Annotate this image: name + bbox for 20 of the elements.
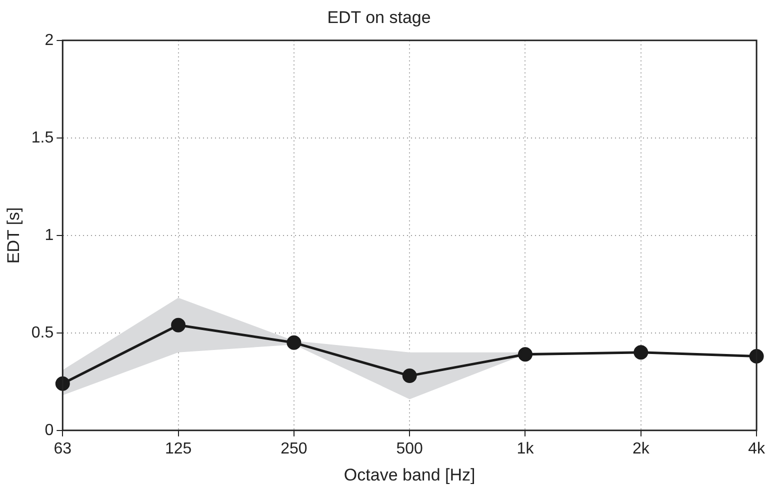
point: [171, 318, 186, 332]
x-axis-title: Octave band [Hz]: [344, 465, 476, 484]
x-tick-label: 125: [164, 440, 192, 458]
point: [518, 347, 532, 362]
point: [286, 335, 302, 350]
y-axis-title: EDT [s]: [4, 207, 23, 264]
point: [634, 345, 648, 360]
y-tick-label: 0: [44, 422, 54, 439]
x-tick-label: 4k: [748, 440, 766, 458]
y-tick-label: 1.5: [31, 129, 54, 146]
x-tick-label: 1k: [516, 440, 535, 458]
point: [402, 368, 417, 384]
y-tick-label: 2: [44, 32, 54, 49]
x-tick-label: 2k: [632, 440, 650, 458]
x-tick-label: 500: [396, 440, 424, 458]
chart-title: EDT on stage: [327, 8, 431, 27]
y-tick-label: 0.5: [31, 324, 54, 342]
x-tick-label: 63: [54, 440, 72, 458]
x-tick-label: 250: [280, 440, 308, 458]
y-tick-label: 1: [44, 226, 54, 244]
